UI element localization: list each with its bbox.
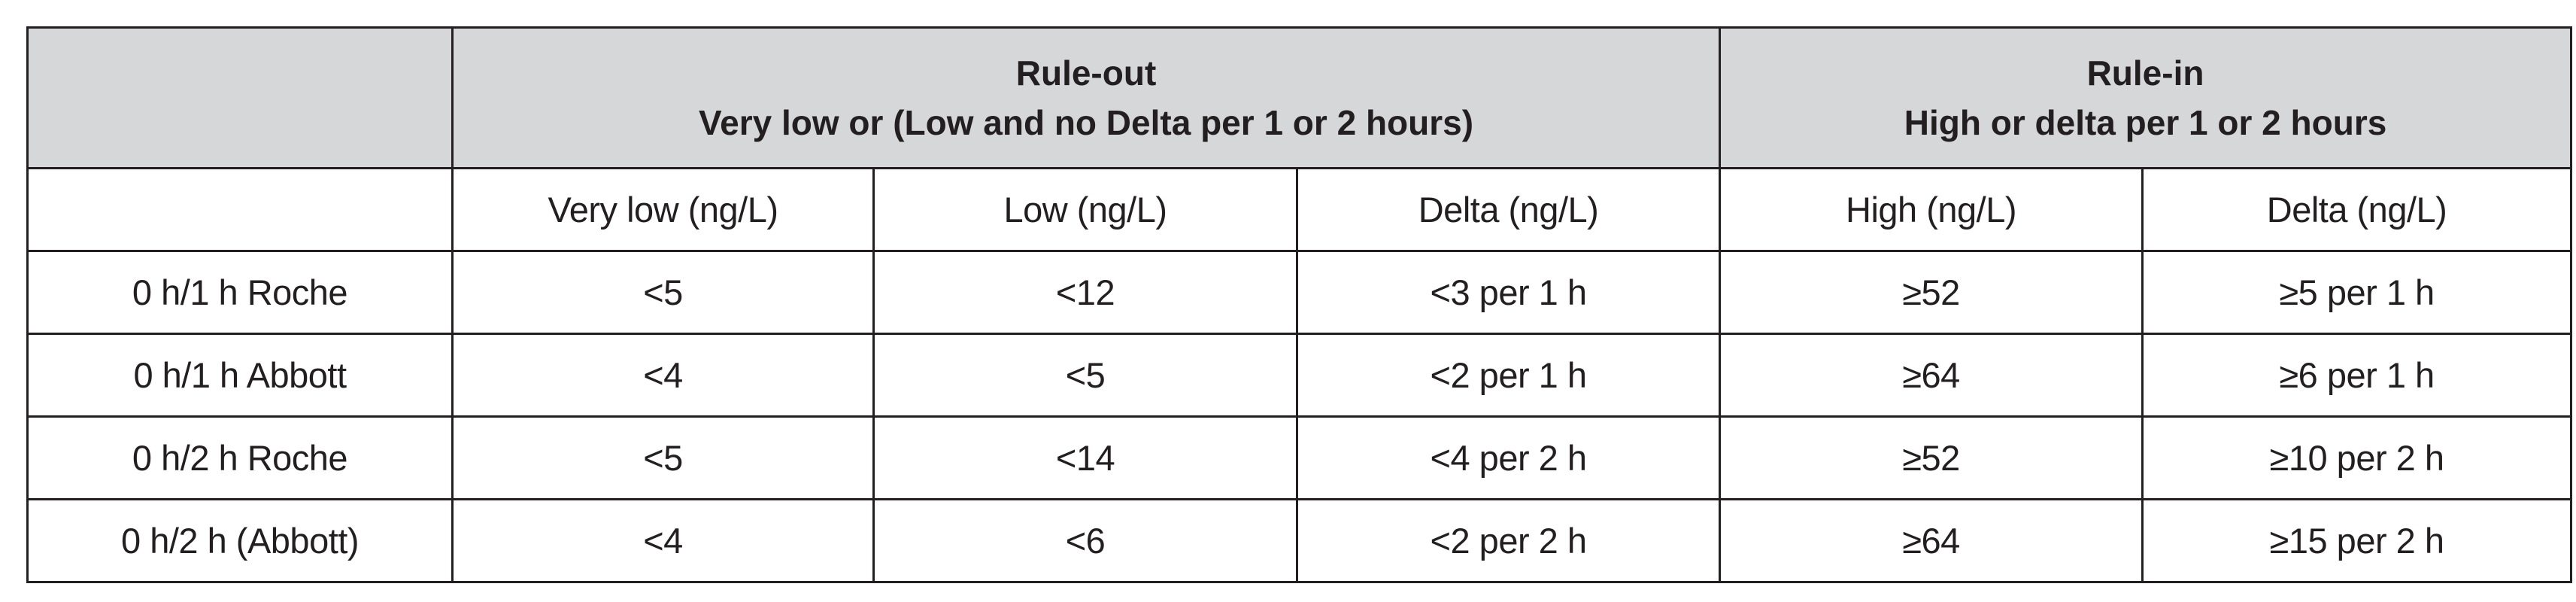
table-cell: <5 [872,333,1298,418]
table-cell: <2 per 1 h [1295,333,1722,418]
rule-out-title: Rule-out [1015,53,1157,93]
column-header-high: High (ng/L) [1719,167,2144,252]
table-cell: ≥6 per 1 h [2141,333,2573,418]
table-cell: ≥15 per 2 h [2141,498,2573,583]
table-cell: ≥5 per 1 h [2141,250,2573,335]
rule-in-group-header: Rule-in High or delta per 1 or 2 hours [1719,26,2573,169]
column-header-label [26,167,454,252]
table-cell: <4 [451,498,875,583]
table-row: 0 h/2 h (Abbott) <4 <6 <2 per 2 h ≥64 ≥1… [26,498,2573,583]
table-cell: <2 per 2 h [1295,498,1722,583]
empty-corner-cell [26,26,454,169]
column-header-very-low: Very low (ng/L) [451,167,875,252]
row-label: 0 h/2 h Roche [26,415,454,500]
rule-out-group-header: Rule-out Very low or (Low and no Delta p… [451,26,1722,169]
column-header-low: Low (ng/L) [872,167,1298,252]
rule-out-subtitle: Very low or (Low and no Delta per 1 or 2… [698,103,1474,142]
troponin-algorithm-table: Rule-out Very low or (Low and no Delta p… [26,26,2573,583]
table-cell: <4 [451,333,875,418]
table-row: 0 h/1 h Abbott <4 <5 <2 per 1 h ≥64 ≥6 p… [26,333,2573,418]
rule-in-title: Rule-in [2086,53,2204,93]
table-cell: ≥64 [1719,333,2144,418]
table-cell: <5 [451,415,875,500]
group-header-row: Rule-out Very low or (Low and no Delta p… [26,26,2573,169]
table-cell: ≥52 [1719,250,2144,335]
row-label: 0 h/1 h Roche [26,250,454,335]
table-cell: <6 [872,498,1298,583]
table-cell: <14 [872,415,1298,500]
row-label: 0 h/1 h Abbott [26,333,454,418]
table-cell: ≥52 [1719,415,2144,500]
column-header-rule-in-delta: Delta (ng/L) [2141,167,2573,252]
table-cell: ≥10 per 2 h [2141,415,2573,500]
troponin-algorithm-table-container: Rule-out Very low or (Low and no Delta p… [26,26,2573,583]
row-label: 0 h/2 h (Abbott) [26,498,454,583]
table-cell: <4 per 2 h [1295,415,1722,500]
rule-in-subtitle: High or delta per 1 or 2 hours [1904,103,2387,142]
column-header-rule-out-delta: Delta (ng/L) [1295,167,1722,252]
table-row: 0 h/2 h Roche <5 <14 <4 per 2 h ≥52 ≥10 … [26,415,2573,500]
table-row: 0 h/1 h Roche <5 <12 <3 per 1 h ≥52 ≥5 p… [26,250,2573,335]
table-cell: ≥64 [1719,498,2144,583]
table-cell: <5 [451,250,875,335]
table-cell: <12 [872,250,1298,335]
table-cell: <3 per 1 h [1295,250,1722,335]
column-header-row: Very low (ng/L) Low (ng/L) Delta (ng/L) … [26,167,2573,252]
